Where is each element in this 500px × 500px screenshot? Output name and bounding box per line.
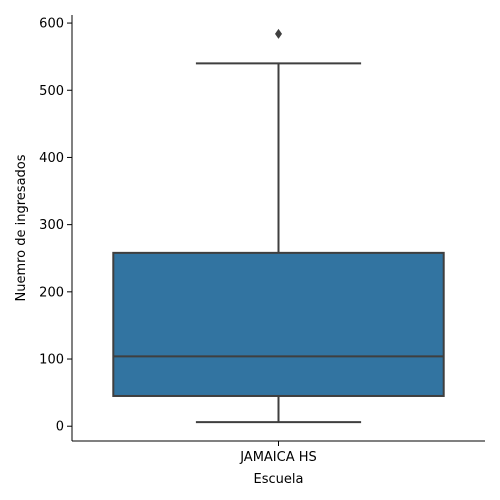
outlier-point xyxy=(275,28,282,39)
y-tick-label: 500 xyxy=(39,84,64,99)
y-tick-label: 400 xyxy=(39,151,64,166)
y-tick-label: 100 xyxy=(39,353,64,368)
y-axis-label: Nuemro de ingresados xyxy=(14,154,29,301)
x-axis-label: Escuela xyxy=(254,472,304,487)
y-tick-label: 600 xyxy=(39,17,64,32)
y-tick-label: 0 xyxy=(56,420,64,435)
iqr-box xyxy=(112,251,445,397)
x-axis-ticks: JAMAICA HS xyxy=(239,441,317,465)
x-tick-label: JAMAICA HS xyxy=(239,450,317,465)
y-tick-label: 300 xyxy=(39,218,64,233)
y-axis-ticks: 0 100 200 300 400 500 600 xyxy=(39,17,72,435)
axes: 0 100 200 300 400 500 600 JAMAICA HS xyxy=(39,15,485,465)
y-tick-label: 200 xyxy=(39,285,64,300)
plot-area xyxy=(112,28,445,424)
